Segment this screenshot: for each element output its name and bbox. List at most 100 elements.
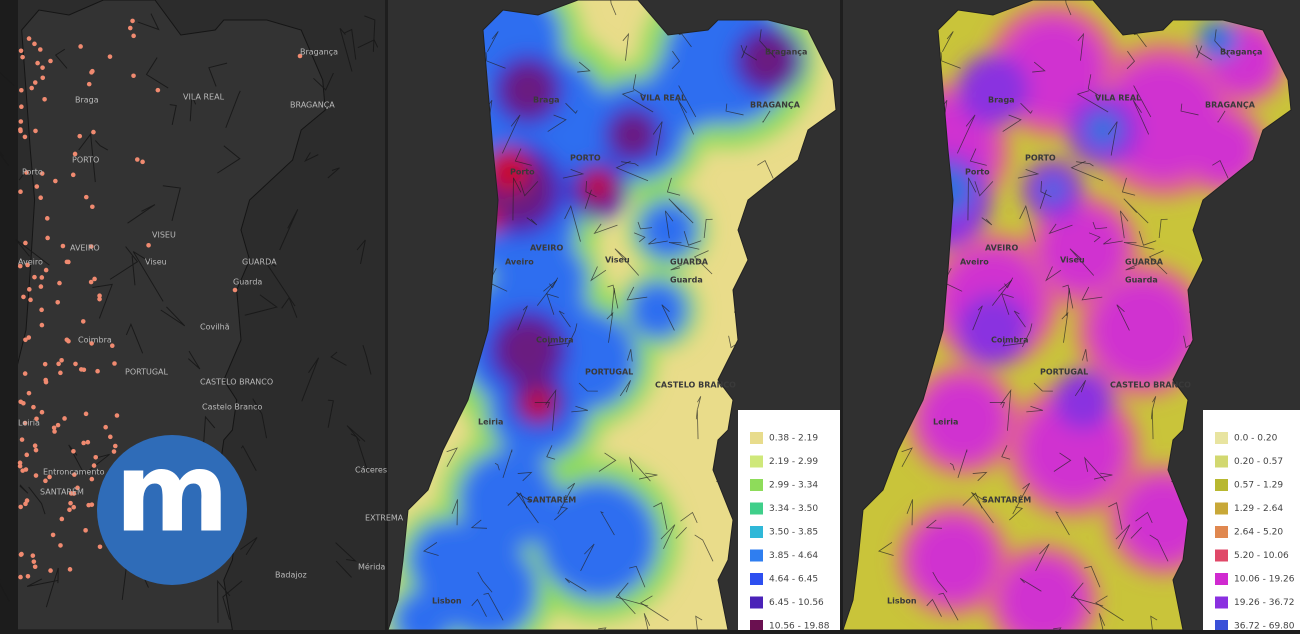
boundary xyxy=(547,341,570,347)
boundary xyxy=(671,50,680,70)
legend-swatch xyxy=(750,573,763,585)
dot xyxy=(45,235,50,241)
place-label: PORTUGAL xyxy=(1040,368,1088,377)
boundary xyxy=(335,560,352,578)
place-label: AVEIRO xyxy=(985,244,1018,253)
blob xyxy=(1000,557,1086,630)
dot xyxy=(43,267,49,273)
boundary xyxy=(578,382,598,392)
boundary xyxy=(485,52,506,69)
place-label: CASTELO BRANCO xyxy=(655,381,736,390)
place-label: Lisbon xyxy=(432,597,462,606)
boundary xyxy=(1092,221,1108,230)
boundary xyxy=(517,305,528,331)
dot xyxy=(89,244,94,249)
dot xyxy=(107,54,113,59)
boundary xyxy=(1095,595,1124,621)
boundary xyxy=(554,506,569,521)
boundary xyxy=(1148,250,1168,275)
dot xyxy=(18,48,24,54)
boundary xyxy=(942,31,954,52)
boundary xyxy=(362,344,372,375)
place-label: Cáceres xyxy=(355,466,387,475)
boundary xyxy=(580,543,595,572)
dot xyxy=(64,259,70,265)
boundary xyxy=(471,598,487,617)
dot xyxy=(109,343,115,348)
boundary xyxy=(1152,396,1157,410)
blob xyxy=(957,54,1029,126)
boundary xyxy=(1123,198,1149,224)
boundary xyxy=(1004,277,1014,289)
dot xyxy=(78,44,83,49)
dot xyxy=(39,171,45,176)
legend-label: 5.20 - 10.06 xyxy=(1234,551,1289,561)
legend-label: 0.0 - 0.20 xyxy=(1234,434,1278,444)
boundary xyxy=(109,246,139,280)
dot xyxy=(43,377,48,383)
dot xyxy=(42,96,47,102)
boundary xyxy=(725,103,744,116)
boundary xyxy=(54,48,68,69)
boundary xyxy=(346,425,366,442)
ocean xyxy=(0,0,18,630)
dot xyxy=(71,448,76,454)
blob xyxy=(1092,279,1194,381)
boundary xyxy=(19,484,29,494)
dot xyxy=(48,568,53,573)
dot xyxy=(71,504,77,510)
boundary xyxy=(546,445,556,460)
boundary xyxy=(252,398,268,439)
boundary xyxy=(590,266,607,282)
blob xyxy=(486,148,530,192)
boundary xyxy=(26,578,58,587)
boundary xyxy=(1000,389,1012,431)
boundary xyxy=(562,168,585,179)
legend-box xyxy=(1203,410,1300,630)
boundary xyxy=(640,595,669,621)
boundary xyxy=(638,472,658,480)
boundary xyxy=(626,349,633,362)
boundary xyxy=(160,306,186,327)
dot xyxy=(88,279,94,285)
dot xyxy=(24,452,30,458)
dot xyxy=(127,25,133,31)
dot xyxy=(31,404,36,410)
legend-label: 4.64 - 6.45 xyxy=(769,575,818,585)
place-label: EXTREMA xyxy=(365,514,404,523)
dot xyxy=(35,60,40,66)
dot xyxy=(17,460,23,466)
legend-label: 3.50 - 3.85 xyxy=(769,528,818,538)
blob xyxy=(408,520,488,600)
legend-label: 36.72 - 69.80 xyxy=(1234,622,1295,631)
blob xyxy=(458,450,558,550)
boundary xyxy=(1158,218,1168,239)
dot xyxy=(97,544,103,550)
boundary xyxy=(585,181,597,198)
boundary xyxy=(1212,159,1229,179)
dot xyxy=(39,409,45,415)
boundary xyxy=(1126,50,1135,70)
boundary xyxy=(514,148,532,166)
boundary xyxy=(137,13,160,31)
boundary xyxy=(577,61,591,73)
boundary xyxy=(1076,90,1109,113)
boundary xyxy=(1033,382,1053,392)
dot xyxy=(25,262,30,268)
boundary xyxy=(677,99,695,135)
boundary xyxy=(762,110,771,123)
place-label: PORTUGAL xyxy=(125,368,169,377)
blob xyxy=(393,590,453,630)
boundary xyxy=(632,74,646,97)
boundary xyxy=(545,389,557,431)
boundary xyxy=(162,185,181,222)
dot xyxy=(22,420,28,426)
boundary xyxy=(593,223,618,235)
boundary xyxy=(633,232,646,243)
dot xyxy=(83,411,89,417)
boundary xyxy=(643,613,655,630)
boundary xyxy=(668,198,694,224)
blob xyxy=(501,63,555,117)
dot xyxy=(67,567,73,572)
boundary xyxy=(571,405,588,413)
